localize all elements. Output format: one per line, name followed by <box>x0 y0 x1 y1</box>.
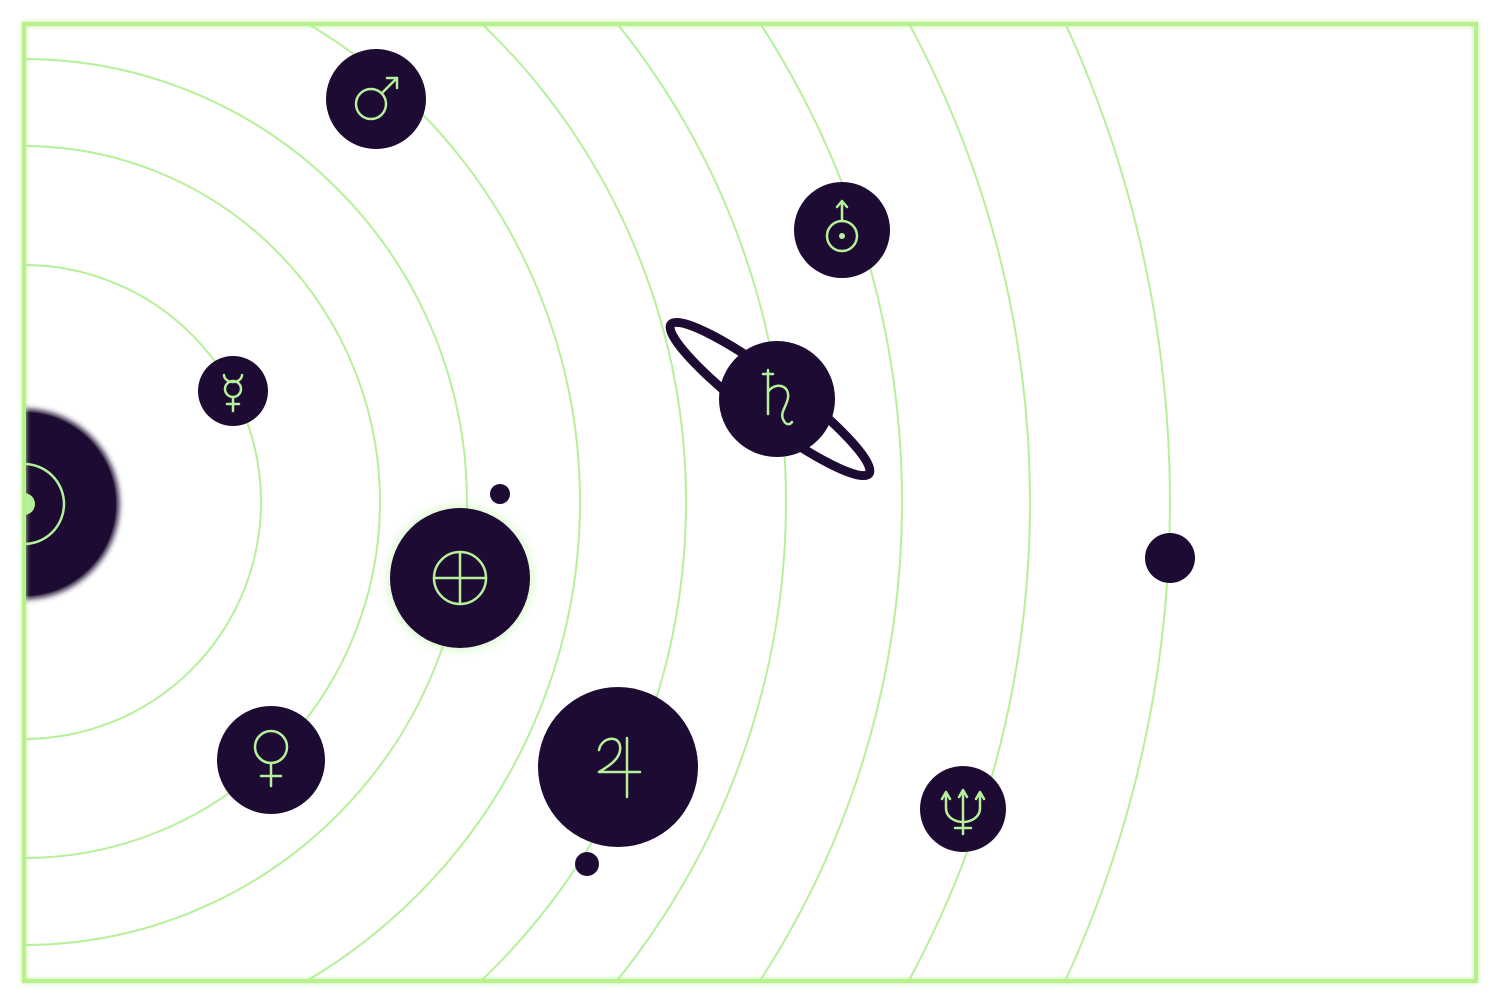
mercury-symbol-icon <box>222 373 244 413</box>
planet-uranus[interactable] <box>794 182 890 278</box>
earth-symbol-icon <box>432 550 488 606</box>
orbit-venus <box>24 145 381 859</box>
planet-venus[interactable] <box>217 706 325 814</box>
orbit-5 <box>479 24 687 981</box>
sun <box>24 409 119 599</box>
jupiter-symbol-icon <box>597 736 642 799</box>
orbit-saturn <box>615 24 787 981</box>
orbit-earth <box>24 58 468 946</box>
venus-symbol-icon <box>253 729 289 788</box>
neptune-symbol-icon <box>940 788 986 836</box>
jupiter-body <box>538 687 698 847</box>
orbit-mercury <box>24 264 262 740</box>
orbit-neptune <box>907 24 1031 981</box>
sun-icon <box>24 462 66 546</box>
saturn-body <box>719 341 835 457</box>
sun-body <box>24 412 116 596</box>
mercury-body <box>198 356 268 426</box>
planet-saturn[interactable] <box>658 307 883 491</box>
planet-mars[interactable] <box>326 49 426 149</box>
planet-neptune[interactable] <box>920 766 1006 852</box>
uranus-body <box>794 182 890 278</box>
mars-symbol-icon <box>354 76 399 121</box>
orbit-rings <box>24 24 1171 981</box>
diagram-frame <box>22 22 1478 983</box>
planet-earth[interactable] <box>388 506 532 650</box>
orbit-uranus <box>758 24 903 981</box>
orbit-mars <box>304 24 581 981</box>
orbit-pluto <box>1063 24 1171 981</box>
planet-pluto[interactable] <box>1145 533 1195 583</box>
saturn-symbol-icon <box>761 368 794 426</box>
venus-body <box>217 706 325 814</box>
earth-moon[interactable] <box>490 484 510 504</box>
mars-body <box>326 49 426 149</box>
planet-mercury[interactable] <box>198 356 268 426</box>
uranus-symbol-icon <box>825 199 859 253</box>
jupiter-moon[interactable] <box>575 852 599 876</box>
planet-jupiter[interactable] <box>538 687 698 847</box>
